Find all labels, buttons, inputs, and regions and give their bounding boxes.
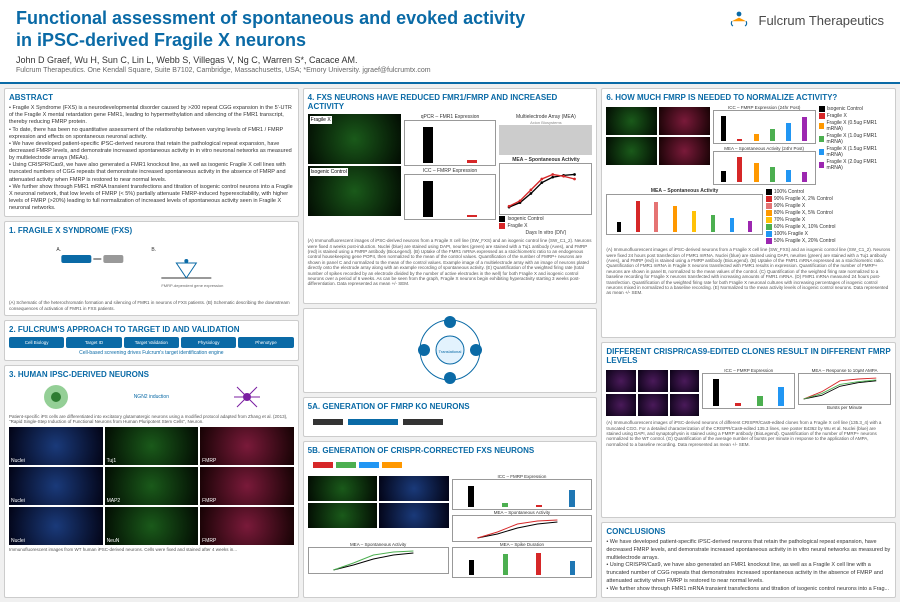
- panel3-title: 3. HUMAN IPSC-DERIVED NEURONS: [9, 370, 294, 379]
- abstract-body: • Fragile X Syndrome (FXS) is a neurodev…: [9, 105, 294, 212]
- svg-text:FMRP-dependent gene expression: FMRP-dependent gene expression: [161, 283, 223, 288]
- panel4-title: 4. FXS NEURONS HAVE REDUCED FMR1/FMRP AN…: [308, 93, 593, 111]
- authors: John D Graef, Wu H, Sun C, Lin L, Webb S…: [16, 55, 727, 65]
- panel1-caption: (A) Schematic of the heterochromatin for…: [9, 300, 294, 311]
- content: ABSTRACT • Fragile X Syndrome (FXS) is a…: [0, 84, 900, 602]
- panel6-title: 6. HOW MUCH FMRP IS NEEDED TO NORMALIZE …: [606, 93, 891, 102]
- conclusions-body: • We have developed patient-specific iPS…: [606, 539, 891, 593]
- panel-4: 4. FXS NEURONS HAVE REDUCED FMR1/FMRP AN…: [303, 88, 598, 304]
- panel5b-title: 5b. GENERATION OF CRISPR-CORRECTED FXS N…: [308, 446, 593, 455]
- affiliation: Fulcrum Therapeutics. One Kendall Square…: [16, 67, 727, 74]
- gene-diagram-5b: [308, 458, 593, 472]
- abstract-title: ABSTRACT: [9, 93, 294, 102]
- panel6-bar-d: [713, 151, 816, 185]
- panel7-caption: (A) Immunofluorescent images of iPSC-der…: [606, 420, 891, 447]
- icc-chart: [404, 174, 497, 220]
- panel-conclusions: CONCLUSIONS • We have developed patient-…: [601, 522, 896, 598]
- panel6-bar-b: [713, 110, 816, 144]
- panel3-bottom: Immunofluorescent images from WT human i…: [9, 547, 294, 552]
- poster-title: Functional assessment of spontaneous and…: [16, 8, 727, 51]
- neuron-icon: [232, 382, 262, 412]
- panel-circle: Translational: [303, 308, 598, 393]
- col-2: 4. FXS NEURONS HAVE REDUCED FMR1/FMRP AN…: [303, 88, 598, 598]
- panel-1: 1. FRAGILE X SYNDROME (FXS) A. B. FMRP-d…: [4, 221, 299, 316]
- workflow: Cell Biology Target ID Target Validation…: [9, 337, 294, 348]
- panel-7: DIFFERENT CRISPR/CAS9-EDITED CLONES RESU…: [601, 342, 896, 518]
- circular-diagram: Translational: [405, 313, 495, 388]
- panel-3: 3. HUMAN IPSC-DERIVED NEURONS NGN2 induc…: [4, 365, 299, 598]
- panel1-title: 1. FRAGILE X SYNDROME (FXS): [9, 226, 294, 235]
- panel7-title: DIFFERENT CRISPR/CAS9-EDITED CLONES RESU…: [606, 347, 891, 365]
- qpcr-chart: [404, 120, 497, 166]
- conclusions-title: CONCLUSIONS: [606, 527, 891, 536]
- ipsc-icon: [41, 382, 71, 412]
- svg-text:A.: A.: [56, 247, 61, 253]
- col-3: 6. HOW MUCH FMRP IS NEEDED TO NORMALIZE …: [601, 88, 896, 598]
- panel-6: 6. HOW MUCH FMRP IS NEEDED TO NORMALIZE …: [601, 88, 896, 338]
- panel3-images: Nuclei Tuj1 FMRP: [9, 427, 294, 465]
- fxs-schematic: A. B. FMRP-dependent gene expression: [9, 238, 294, 298]
- panel-2: 2. FULCRUM'S APPROACH TO TARGET ID AND V…: [4, 320, 299, 361]
- panel-5a: 5a. GENERATION OF FMRP KO NEURONS: [303, 397, 598, 437]
- svg-text:B.: B.: [151, 247, 156, 253]
- panel2-title: 2. FULCRUM'S APPROACH TO TARGET ID AND V…: [9, 325, 294, 334]
- panel2-caption: Cell-based screening drives Fulcrum's ta…: [9, 350, 294, 356]
- col-1: ABSTRACT • Fragile X Syndrome (FXS) is a…: [4, 88, 299, 598]
- logo: Fulcrum Therapeutics: [727, 8, 884, 32]
- panel-abstract: ABSTRACT • Fragile X Syndrome (FXS) is a…: [4, 88, 299, 217]
- panel6-caption: (A) Immunofluorescent images of iPSC-der…: [606, 247, 891, 296]
- gene-diagram-5a: [308, 414, 593, 430]
- header: Functional assessment of spontaneous and…: [0, 0, 900, 84]
- fulcrum-icon: [727, 8, 751, 32]
- panel4-caption: (A) Immunofluorescent images of iPSC-der…: [308, 238, 593, 287]
- panel3-caption: Patient-specific iPS cells are different…: [9, 414, 294, 425]
- panel5a-title: 5a. GENERATION OF FMRP KO NEURONS: [308, 402, 593, 411]
- svg-text:Translational: Translational: [439, 349, 462, 354]
- panel-5b: 5b. GENERATION OF CRISPR-CORRECTED FXS N…: [303, 441, 598, 598]
- panel6-spont-e: [606, 194, 762, 235]
- logo-text: Fulcrum Therapeutics: [759, 13, 884, 28]
- spont-activity-chart: [499, 163, 592, 215]
